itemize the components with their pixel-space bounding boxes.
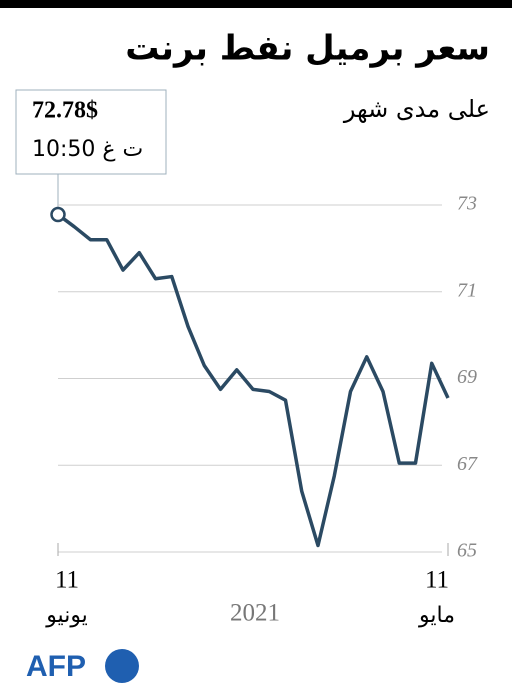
line-series — [56, 213, 450, 548]
chart-subtitle: على مدى شهر — [343, 95, 490, 123]
x-axis-label: 2021 — [230, 600, 280, 627]
y-tick-label: 69 — [457, 366, 477, 388]
callout-box — [15, 89, 167, 175]
callout-time: 10:50 ت غ — [32, 137, 143, 162]
y-tick-label: 73 — [457, 193, 477, 215]
top-bar — [0, 0, 512, 8]
callout-point — [50, 206, 66, 223]
callout-value: 72.78$ — [32, 98, 98, 124]
y-tick-label: 71 — [457, 279, 477, 301]
x-tick-label: 11 — [55, 567, 79, 594]
chart-title: سعر برميل نفط برنت — [125, 29, 490, 69]
source-logo: AFP — [26, 650, 86, 683]
x-tick-label: 11 — [425, 567, 449, 594]
x-tick-month: مايو — [418, 603, 455, 628]
x-tick-month: يونيو — [45, 603, 88, 628]
logo-circle — [105, 649, 139, 683]
y-tick-label: 67 — [457, 453, 478, 475]
y-tick-label: 65 — [457, 540, 477, 562]
